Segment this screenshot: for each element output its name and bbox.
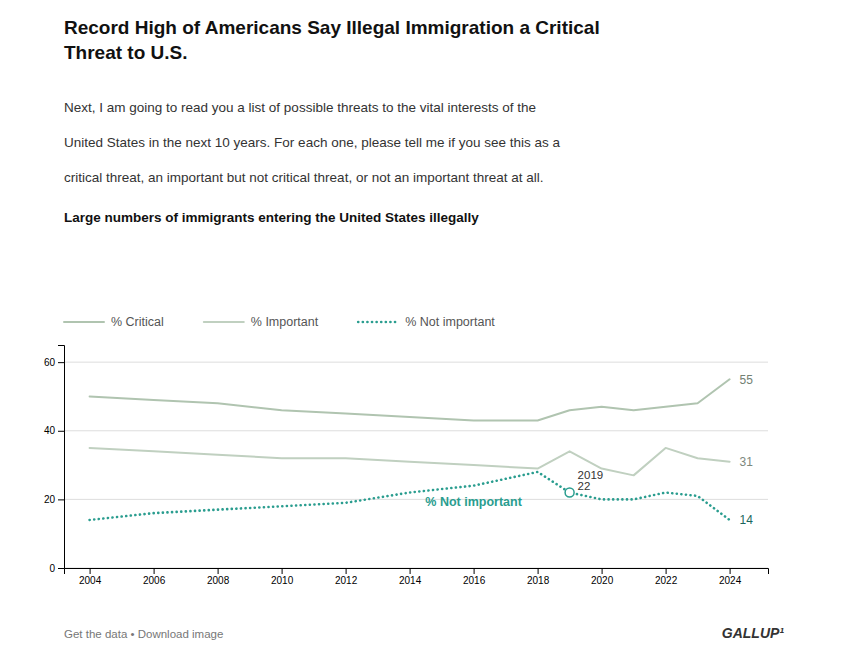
x-tick: 2008	[207, 568, 230, 586]
x-tick-label: 2022	[655, 575, 678, 586]
y-tick-mark	[58, 362, 64, 363]
x-tick: 2006	[143, 568, 166, 586]
series-line	[90, 448, 730, 475]
x-tick: 2016	[463, 568, 486, 586]
legend-label: % Not important	[405, 315, 495, 329]
legend-item: % Not important	[358, 315, 495, 329]
y-axis-line	[58, 346, 65, 569]
end-label: 14	[740, 513, 754, 527]
end-label: 31	[740, 455, 754, 469]
series-line	[90, 379, 730, 420]
x-tick-mark	[90, 568, 91, 574]
x-tick-mark	[154, 568, 155, 574]
x-tick-label: 2004	[79, 575, 102, 586]
y-tick: 40	[44, 425, 64, 436]
question: Large numbers of immigrants entering the…	[64, 210, 479, 225]
y-tick-label: 20	[44, 494, 56, 505]
x-tick-mark	[282, 568, 283, 574]
footer-right: GALLUP¹	[722, 625, 785, 641]
series-line	[90, 472, 730, 520]
y-tick-label: 40	[44, 425, 56, 436]
subtitle: Next, I am going to read you a list of p…	[64, 100, 536, 115]
x-tick: 2020	[591, 568, 614, 586]
y-tick: 0	[49, 563, 64, 574]
subtitle: United States in the next 10 years. For …	[64, 135, 561, 150]
x-tick-mark	[474, 568, 475, 574]
y-tick: 20	[44, 494, 64, 505]
annotation-label: 22	[578, 480, 591, 492]
grid-line	[64, 499, 768, 500]
legend-swatch	[204, 321, 244, 323]
chart: Record High of Americans Say Illegal Imm…	[0, 0, 848, 651]
legend-label: % Important	[251, 315, 319, 329]
subtitle: critical threat, an important but not cr…	[64, 170, 543, 185]
annotation-point	[565, 488, 574, 497]
x-tick: 2010	[271, 568, 294, 586]
end-label: 55	[740, 373, 754, 387]
x-tick-label: 2018	[527, 575, 550, 586]
x-tick-mark	[602, 568, 603, 574]
y-tick-label: 60	[44, 357, 56, 368]
y-tick: 60	[44, 357, 64, 368]
plot-area	[90, 379, 730, 520]
x-tick-mark	[730, 568, 731, 574]
legend-label: % Critical	[111, 315, 164, 329]
y-tick-mark	[58, 568, 64, 569]
x-tick-label: 2006	[143, 575, 166, 586]
x-tick: 2022	[655, 568, 678, 586]
y-tick-mark	[58, 499, 64, 500]
grid-line	[64, 362, 768, 363]
legend-item: % Critical	[64, 315, 164, 329]
legend-swatch	[358, 321, 398, 324]
grid	[64, 362, 768, 568]
x-tick: 2004	[79, 568, 102, 586]
x-axis: 2004 2006 2008 2010 2012 2014 2016 2018 2020 2022…	[65, 568, 769, 586]
x-tick-mark	[666, 568, 667, 574]
title: Record High of Americans Say Illegal Imm…	[64, 17, 600, 63]
x-tick-label: 2014	[399, 575, 422, 586]
legend: % Critical % Important % Not important	[64, 315, 495, 329]
y-tick-label: 0	[49, 563, 55, 574]
footer-left: Get the data • Download image	[64, 628, 223, 640]
x-tick-mark	[218, 568, 219, 574]
x-tick-label: 2008	[207, 575, 230, 586]
annotations: % Not important201922553114Get the data …	[64, 373, 784, 641]
x-tick: 2018	[527, 568, 550, 586]
x-tick-label: 2010	[271, 575, 294, 586]
y-axis: 0 20 40 60	[44, 346, 65, 574]
x-tick: 2024	[719, 568, 742, 586]
x-tick-mark	[346, 568, 347, 574]
grid-line	[64, 430, 768, 431]
x-tick-label: 2012	[335, 575, 358, 586]
x-tick: 2012	[335, 568, 358, 586]
x-tick-mark	[410, 568, 411, 574]
x-tick-label: 2024	[719, 575, 742, 586]
legend-item: % Important	[204, 315, 319, 329]
x-tick-label: 2020	[591, 575, 614, 586]
x-tick-label: 2016	[463, 575, 486, 586]
y-tick-mark	[58, 431, 64, 432]
series-label: % Not important	[425, 495, 522, 509]
x-tick: 2014	[399, 568, 422, 586]
x-tick-mark	[538, 568, 539, 574]
legend-swatch	[64, 321, 104, 323]
x-axis-line	[65, 569, 769, 575]
